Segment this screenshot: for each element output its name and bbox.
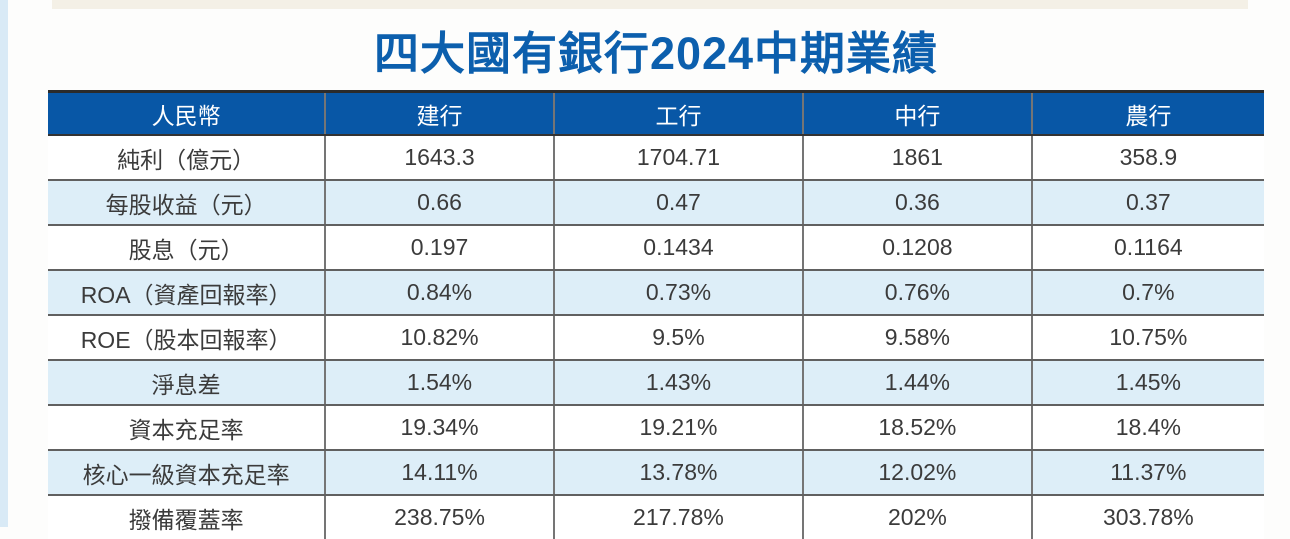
cell-value: 238.75% xyxy=(324,495,554,539)
cell-value: 13.78% xyxy=(552,450,804,496)
cell-value: 358.9 xyxy=(1030,135,1264,181)
cell-value: 202% xyxy=(802,495,1032,539)
row-label: ROA（資產回報率） xyxy=(48,270,326,316)
cell-value: 0.7% xyxy=(1030,270,1264,316)
page-title: 四大國有銀行2024中期業績 xyxy=(373,28,939,79)
table-row: 核心一級資本充足率 14.11% 13.78% 12.02% 11.37% xyxy=(48,450,1264,496)
cell-value: 19.34% xyxy=(324,405,554,451)
table-row: 股息（元） 0.197 0.1434 0.1208 0.1164 xyxy=(48,225,1264,271)
cell-value: 9.5% xyxy=(552,315,804,361)
table-row: 每股收益（元） 0.66 0.47 0.36 0.37 xyxy=(48,180,1264,226)
table-row: ROA（資產回報率） 0.84% 0.73% 0.76% 0.7% xyxy=(48,270,1264,316)
left-edge-strip xyxy=(0,0,8,527)
cell-value: 0.76% xyxy=(802,270,1032,316)
column-header-bank: 農行 xyxy=(1030,90,1264,136)
row-label: 每股收益（元） xyxy=(48,180,326,226)
table-row: 撥備覆蓋率 238.75% 217.78% 202% 303.78% xyxy=(48,495,1264,539)
table-row: 資本充足率 19.34% 19.21% 18.52% 18.4% xyxy=(48,405,1264,451)
cell-value: 1.54% xyxy=(324,360,554,406)
row-label: 淨息差 xyxy=(48,360,326,406)
cell-value: 0.66 xyxy=(324,180,554,226)
cell-value: 0.73% xyxy=(552,270,804,316)
cell-value: 0.1208 xyxy=(802,225,1032,271)
table-row: ROE（股本回報率） 10.82% 9.5% 9.58% 10.75% xyxy=(48,315,1264,361)
cell-value: 19.21% xyxy=(552,405,804,451)
cell-value: 0.1164 xyxy=(1030,225,1264,271)
top-paper-strip xyxy=(52,0,1248,9)
row-label: 撥備覆蓋率 xyxy=(48,495,326,539)
cell-value: 12.02% xyxy=(802,450,1032,496)
cell-value: 0.47 xyxy=(552,180,804,226)
row-label: 股息（元） xyxy=(48,225,326,271)
cell-value: 1.43% xyxy=(552,360,804,406)
cell-value: 14.11% xyxy=(324,450,554,496)
cell-value: 1.44% xyxy=(802,360,1032,406)
cell-value: 1861 xyxy=(802,135,1032,181)
row-label: 資本充足率 xyxy=(48,405,326,451)
table-row: 純利（億元） 1643.3 1704.71 1861 358.9 xyxy=(48,135,1264,181)
cell-value: 217.78% xyxy=(552,495,804,539)
cell-value: 1643.3 xyxy=(324,135,554,181)
row-label: 純利（億元） xyxy=(48,135,326,181)
cell-value: 1.45% xyxy=(1030,360,1264,406)
cell-value: 10.82% xyxy=(324,315,554,361)
cell-value: 0.84% xyxy=(324,270,554,316)
column-header-bank: 工行 xyxy=(552,90,804,136)
cell-value: 1704.71 xyxy=(552,135,804,181)
table-row: 淨息差 1.54% 1.43% 1.44% 1.45% xyxy=(48,360,1264,406)
bank-results-table: 人民幣 建行 工行 中行 農行 純利（億元） 1643.3 1704.71 1861 358.9… xyxy=(48,90,1264,539)
cell-value: 0.37 xyxy=(1030,180,1264,226)
cell-value: 0.197 xyxy=(324,225,554,271)
cell-value: 303.78% xyxy=(1030,495,1264,539)
cell-value: 0.1434 xyxy=(552,225,804,271)
cell-value: 0.36 xyxy=(802,180,1032,226)
cell-value: 9.58% xyxy=(802,315,1032,361)
table-header-row: 人民幣 建行 工行 中行 農行 xyxy=(48,90,1264,136)
cell-value: 18.52% xyxy=(802,405,1032,451)
row-label: ROE（股本回報率） xyxy=(48,315,326,361)
column-header-bank: 中行 xyxy=(802,90,1032,136)
column-header-metric: 人民幣 xyxy=(48,90,326,136)
column-header-bank: 建行 xyxy=(324,90,554,136)
cell-value: 11.37% xyxy=(1030,450,1264,496)
row-label: 核心一級資本充足率 xyxy=(48,450,326,496)
cell-value: 18.4% xyxy=(1030,405,1264,451)
cell-value: 10.75% xyxy=(1030,315,1264,361)
